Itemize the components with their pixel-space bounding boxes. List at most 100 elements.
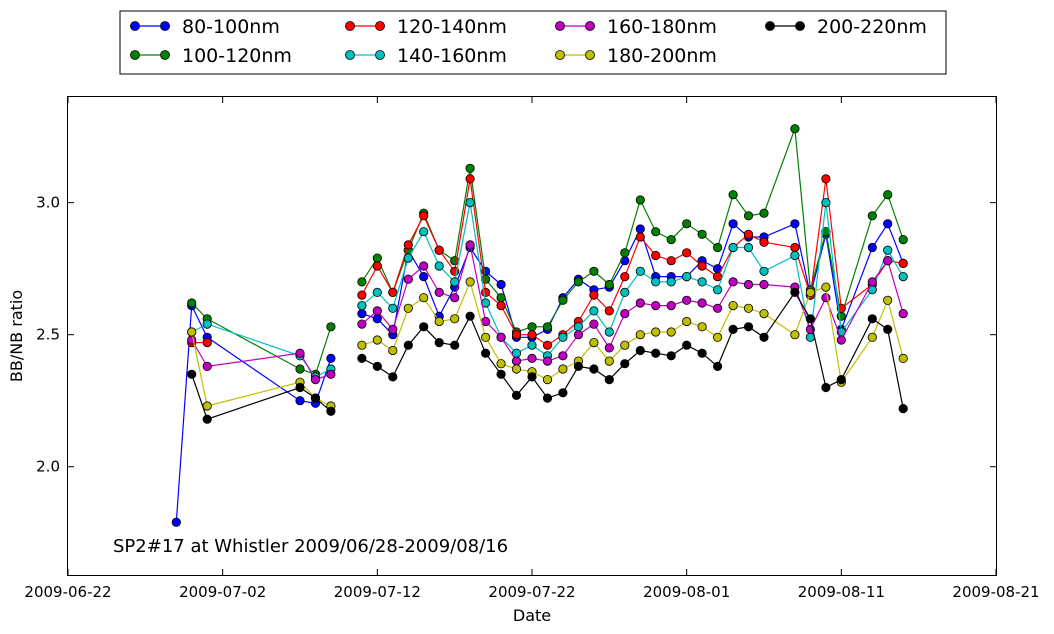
data-point-200-220nm-2009-07-12 (372, 361, 382, 371)
legend-label: 120-140nm (397, 16, 507, 38)
legend-box (119, 10, 947, 75)
data-point-160-180nm-2009-07-16 (434, 287, 444, 297)
data-point-80-100nm-2009-06-29 (171, 517, 181, 527)
data-point-180-200nm-2009-07-17 (450, 314, 460, 324)
data-point-80-100nm-2009-07-15 (419, 271, 429, 282)
data-point-160-180nm-2009-08-13 (867, 277, 877, 287)
annotation-text: SP2#17 at Whistler 2009/06/28-2009/08/16 (113, 536, 508, 557)
data-point-120-140nm-2009-07-26 (589, 290, 599, 300)
data-point-200-220nm-2009-07-31 (666, 351, 676, 361)
data-point-80-100nm-2009-07-11 (357, 308, 367, 319)
data-point-100-120nm-2009-07-18 (465, 163, 475, 173)
data-point-200-220nm-2009-08-03 (712, 361, 723, 371)
data-point-180-200nm-2009-08-08 (790, 330, 800, 340)
data-point-140-160nm-2009-07-29 (635, 266, 645, 276)
data-point-140-160nm-2009-07-24 (558, 332, 568, 342)
data-point-100-120nm-2009-08-13 (867, 211, 877, 221)
data-point-160-180nm-2009-07-21 (511, 356, 522, 366)
data-point-100-120nm-2009-07-31 (666, 235, 676, 245)
data-point-120-140nm-2009-08-03 (712, 271, 723, 282)
data-point-120-140nm-2009-07-18 (465, 174, 475, 184)
data-point-140-160nm-2009-07-14 (403, 253, 413, 263)
data-point-100-120nm-2009-08-15 (898, 235, 908, 245)
data-point-120-140nm-2009-08-02 (697, 261, 707, 271)
data-point-180-200nm-2009-08-03 (712, 332, 723, 342)
data-point-180-200nm-2009-08-06 (759, 308, 769, 319)
data-point-160-180nm-2009-08-06 (759, 279, 769, 290)
data-point-100-120nm-2009-08-01 (682, 219, 692, 229)
data-point-160-180nm-2009-07-09 (326, 369, 336, 379)
legend-label: 80-100nm (182, 16, 280, 38)
legend-marker (345, 21, 355, 31)
data-point-200-220nm-2009-07-26 (589, 364, 599, 374)
series-200-220nm (187, 287, 908, 424)
legend-marker (765, 21, 775, 31)
data-point-200-220nm-2009-07-20 (496, 369, 506, 379)
x-axis-label: Date (513, 606, 551, 625)
data-point-100-120nm-2009-08-06 (759, 208, 769, 218)
data-point-140-160nm-2009-07-13 (388, 303, 398, 313)
legend-marker (130, 50, 140, 60)
legend-item-100-120nm: 100-120nm (130, 45, 292, 67)
data-point-120-140nm-2009-07-13 (388, 287, 398, 297)
data-point-200-220nm-2009-07-11 (357, 353, 367, 363)
data-point-160-180nm-2009-08-01 (682, 295, 692, 305)
data-point-180-200nm-2009-07-15 (419, 293, 429, 303)
data-point-120-140nm-2009-07-30 (651, 250, 661, 261)
data-point-180-200nm-2009-08-13 (867, 332, 877, 342)
data-point-160-180nm-2009-07-25 (573, 330, 584, 340)
data-point-160-180nm-2009-07-12 (372, 306, 382, 316)
data-point-100-120nm-2009-06-30 (187, 298, 197, 308)
data-point-140-160nm-2009-08-01 (682, 271, 692, 282)
data-point-180-200nm-2009-07-29 (635, 330, 645, 340)
data-point-140-160nm-2009-07-28 (620, 287, 630, 297)
data-point-80-100nm-2009-08-13 (867, 242, 877, 253)
data-point-120-140nm-2009-07-22 (527, 330, 537, 340)
data-point-160-180nm-2009-08-05 (743, 279, 754, 290)
data-point-140-160nm-2009-07-27 (604, 327, 614, 337)
data-point-180-200nm-2009-07-23 (542, 374, 553, 385)
data-point-200-220nm-2009-07-25 (573, 361, 584, 371)
data-point-200-220nm-2009-08-11 (836, 374, 846, 385)
data-point-100-120nm-2009-07-22 (527, 322, 537, 332)
legend-marker (585, 21, 595, 31)
y-axis-label: BB/NB ratio (7, 290, 26, 382)
data-point-180-200nm-2009-07-13 (388, 345, 398, 356)
data-point-100-120nm-2009-08-05 (743, 211, 754, 221)
data-point-120-140nm-2009-08-10 (821, 174, 831, 184)
data-point-80-100nm-2009-07-12 (372, 314, 382, 324)
data-point-120-140nm-2009-07-21 (511, 330, 522, 340)
legend-item-180-200nm: 180-200nm (555, 45, 717, 67)
data-point-120-140nm-2009-07-28 (620, 271, 630, 282)
data-point-160-180nm-2009-07-30 (651, 300, 661, 311)
data-point-100-120nm-2009-08-02 (697, 229, 707, 239)
series-140-160nm (187, 198, 908, 382)
data-point-180-200nm-2009-07-12 (372, 335, 382, 345)
data-point-100-120nm-2009-07-23 (542, 322, 553, 332)
data-point-160-180nm-2009-07-01 (202, 361, 212, 371)
data-point-160-180nm-2009-07-27 (604, 343, 614, 353)
data-point-140-160nm-2009-08-06 (759, 266, 769, 276)
data-point-120-140nm-2009-07-14 (403, 240, 413, 250)
legend-marker (345, 50, 355, 60)
data-point-100-120nm-2009-08-14 (883, 190, 893, 200)
legend-item-80-100nm: 80-100nm (130, 16, 280, 38)
data-point-140-160nm-2009-07-25 (573, 322, 584, 332)
data-point-120-140nm-2009-08-08 (790, 242, 800, 253)
data-point-120-140nm-2009-07-31 (666, 256, 676, 266)
data-point-120-140nm-2009-08-06 (759, 237, 769, 247)
series-180-200nm (187, 277, 908, 411)
data-point-200-220nm-2009-06-30 (187, 369, 197, 379)
data-point-140-160nm-2009-07-16 (434, 261, 444, 271)
x-tick-label-3: 2009-07-22 (488, 583, 575, 601)
data-point-160-180nm-2009-08-15 (898, 308, 908, 319)
legend-label: 140-160nm (397, 45, 507, 67)
data-point-200-220nm-2009-07-16 (434, 337, 444, 348)
data-point-200-220nm-2009-07-29 (635, 345, 645, 356)
data-point-200-220nm-2009-07-08 (310, 393, 321, 403)
data-point-100-120nm-2009-08-08 (790, 124, 800, 134)
series-line-200-220nm-1 (361, 291, 904, 409)
data-point-200-220nm-2009-07-15 (419, 322, 429, 332)
legend-marker (555, 50, 565, 60)
data-point-200-220nm-2009-07-01 (202, 414, 212, 424)
